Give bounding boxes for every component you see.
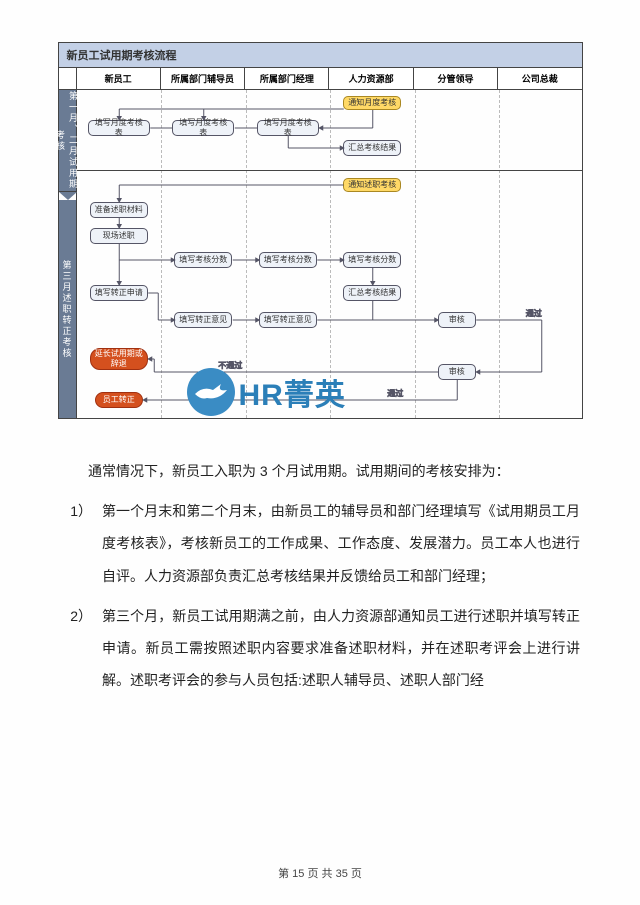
phase-arrow-icon bbox=[59, 192, 77, 200]
flow-node-n6: 通知述职考核 bbox=[343, 178, 401, 192]
list-number: 1） bbox=[60, 495, 102, 592]
flow-node-n7: 准备述职材料 bbox=[90, 202, 148, 218]
flowchart-body: 第一月、二月试用期考核 第三月述职转正考核 新员工 所属部门辅导员 所属部门经理… bbox=[59, 68, 582, 418]
page-footer: 第 15 页 共 35 页 bbox=[0, 865, 640, 881]
flow-node-n4: 填写月度考核表 bbox=[257, 120, 319, 136]
flow-node-n16: 审核 bbox=[438, 312, 476, 328]
footer-total: 35 bbox=[336, 868, 348, 880]
col-header-1: 所属部门辅导员 bbox=[161, 68, 245, 89]
flowchart-canvas: 通知月度考核填写月度考核表 填写月度考核表 填写月度考核表汇总考核结果通知述职考核准… bbox=[77, 90, 582, 418]
flow-node-n10: 填写考核分数 bbox=[259, 252, 317, 268]
swimlane-headers: 新员工 所属部门辅导员 所属部门经理 人力资源部 分管领导 公司总裁 bbox=[77, 68, 582, 90]
flow-node-n8: 现场述职 bbox=[90, 228, 148, 244]
phase-label-1: 第一月、二月试用期考核 bbox=[59, 90, 76, 192]
document-page: 新员工试用期考核流程 第一月、二月试用期考核 第三月述职转正考核 新员工 所属部… bbox=[0, 0, 640, 905]
col-divider bbox=[330, 90, 331, 418]
flow-node-n12: 填写转正申请 bbox=[90, 285, 148, 301]
flowchart-grid: 新员工 所属部门辅导员 所属部门经理 人力资源部 分管领导 公司总裁 通知月度考… bbox=[77, 68, 582, 418]
flow-node-n5: 汇总考核结果 bbox=[343, 140, 401, 156]
flow-node-n13: 汇总考核结果 bbox=[343, 285, 401, 301]
flowchart: 新员工试用期考核流程 第一月、二月试用期考核 第三月述职转正考核 新员工 所属部… bbox=[58, 42, 583, 419]
watermark: HR菁英 bbox=[187, 368, 346, 416]
col-header-4: 分管领导 bbox=[414, 68, 498, 89]
flow-node-n3: 填写月度考核表 bbox=[172, 120, 234, 136]
footer-suffix: 页 bbox=[348, 868, 362, 880]
phase-divider bbox=[77, 170, 582, 171]
list-body: 第三个月，新员工试用期满之前，由人力资源部通知员工进行述职并填写转正申请。新员工… bbox=[102, 600, 580, 697]
list-item: 1） 第一个月末和第二个月末，由新员工的辅导员和部门经理填写《试用期员工月度考核… bbox=[60, 495, 580, 592]
flow-node-n9: 填写考核分数 bbox=[174, 252, 232, 268]
list-number: 2） bbox=[60, 600, 102, 697]
vlabel-spacer bbox=[59, 68, 76, 90]
flow-node-n15: 填写转正意见 bbox=[259, 312, 317, 328]
flow-node-n11: 填写考核分数 bbox=[343, 252, 401, 268]
flow-node-n18: 审核 bbox=[438, 364, 476, 380]
flow-node-n1: 通知月度考核 bbox=[343, 96, 401, 110]
col-header-2: 所属部门经理 bbox=[245, 68, 329, 89]
col-divider bbox=[415, 90, 416, 418]
flow-node-n17: 延长试用期或辞退 bbox=[90, 348, 148, 370]
flow-node-n19: 员工转正 bbox=[95, 392, 143, 408]
col-header-0: 新员工 bbox=[77, 68, 161, 89]
footer-mid: 页 共 bbox=[304, 868, 335, 880]
flow-node-n2: 填写月度考核表 bbox=[88, 120, 150, 136]
body-text: 通常情况下，新员工入职为 3 个月试用期。试用期间的考核安排为： 1） 第一个月… bbox=[56, 455, 584, 696]
phase-label-2: 第三月述职转正考核 bbox=[59, 200, 76, 418]
col-header-3: 人力资源部 bbox=[329, 68, 413, 89]
col-divider bbox=[499, 90, 500, 418]
footer-prefix: 第 bbox=[278, 868, 292, 880]
footer-current: 15 bbox=[292, 868, 304, 880]
svg-text:通过: 通过 bbox=[387, 388, 403, 398]
flowchart-phase-labels: 第一月、二月试用期考核 第三月述职转正考核 bbox=[59, 68, 77, 418]
flow-node-n14: 填写转正意见 bbox=[174, 312, 232, 328]
watermark-logo-icon bbox=[187, 368, 235, 416]
col-header-5: 公司总裁 bbox=[498, 68, 581, 89]
col-divider bbox=[161, 90, 162, 418]
list-body: 第一个月末和第二个月末，由新员工的辅导员和部门经理填写《试用期员工月度考核表》，… bbox=[102, 495, 580, 592]
list-item: 2） 第三个月，新员工试用期满之前，由人力资源部通知员工进行述职并填写转正申请。… bbox=[60, 600, 580, 697]
intro-paragraph: 通常情况下，新员工入职为 3 个月试用期。试用期间的考核安排为： bbox=[60, 455, 580, 487]
svg-text:不通过: 不通过 bbox=[218, 360, 242, 370]
svg-text:通过: 通过 bbox=[525, 308, 541, 318]
col-divider bbox=[246, 90, 247, 418]
flowchart-title: 新员工试用期考核流程 bbox=[59, 43, 582, 68]
